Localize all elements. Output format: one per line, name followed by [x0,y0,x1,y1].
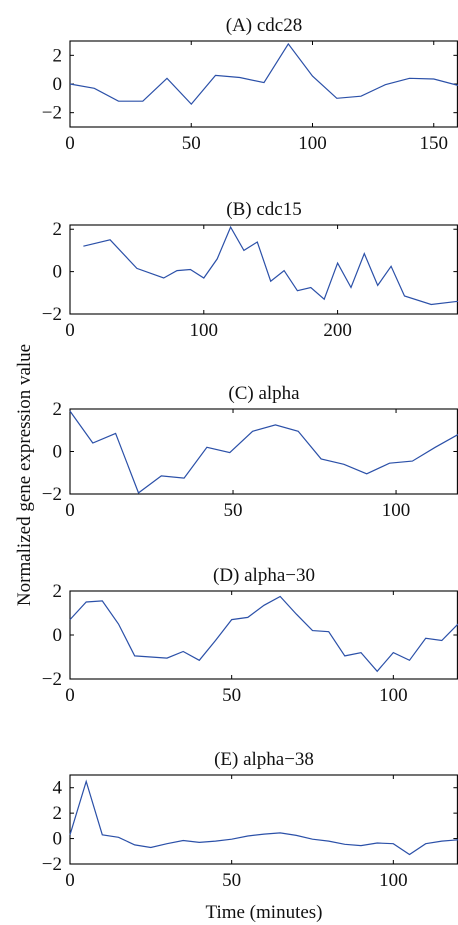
x-tick-label: 0 [65,133,75,154]
x-tick-label: 100 [190,320,219,341]
x-tick-label: 50 [182,133,201,154]
panel-title: (B) cdc15 [226,199,301,220]
plot-frame [69,774,458,865]
y-tick-label: 0 [53,262,63,283]
y-axis-label: Normalized gene expression value [14,344,35,606]
y-tick-label: 0 [53,442,63,463]
x-tick-label: 100 [379,870,408,891]
panel-title: (D) alpha−30 [213,565,315,586]
plot-frame [69,40,458,128]
plot-frame [69,224,458,315]
x-tick-label: 100 [382,500,411,521]
x-tick-label: 0 [65,320,75,341]
y-tick-label: 2 [53,803,63,824]
y-tick-label: −2 [42,854,62,875]
series-line-e-alpha-38 [69,779,458,856]
y-tick-label: −2 [42,103,62,124]
x-tick-label: 100 [379,685,408,706]
panel-title: (E) alpha−38 [214,749,314,770]
y-tick-label: −2 [42,304,62,325]
x-axis-label: Time (minutes) [206,902,323,923]
y-tick-label: 0 [53,625,63,646]
x-tick-label: 50 [222,870,241,891]
plot-frame [69,408,458,495]
x-tick-label: 50 [224,500,243,521]
x-tick-label: 0 [65,685,75,706]
panel-title: (C) alpha [228,383,300,404]
x-tick-label: 0 [65,500,75,521]
y-tick-label: 2 [53,45,63,66]
x-tick-label: 150 [420,133,449,154]
y-tick-label: 2 [53,581,63,602]
y-tick-label: 2 [53,399,63,420]
x-tick-label: 100 [298,133,327,154]
x-tick-label: 0 [65,870,75,891]
series-line-b-cdc15 [83,225,458,306]
x-tick-label: 50 [222,685,241,706]
y-tick-label: 0 [53,74,63,95]
panel-title: (A) cdc28 [226,15,303,36]
y-tick-label: −2 [42,669,62,690]
y-tick-label: 2 [53,219,63,240]
plot-frame [69,590,458,680]
series-line-d-alpha-30 [69,595,458,673]
series-line-c-alpha [69,410,458,494]
panel-d: (D) alpha−300 50 100−202 [42,565,458,706]
series-line-a-cdc28 [69,42,458,106]
y-tick-label: 0 [53,829,63,850]
x-tick-label: 200 [323,320,352,341]
y-tick-label: 4 [53,778,63,799]
y-tick-label: −2 [42,484,62,505]
